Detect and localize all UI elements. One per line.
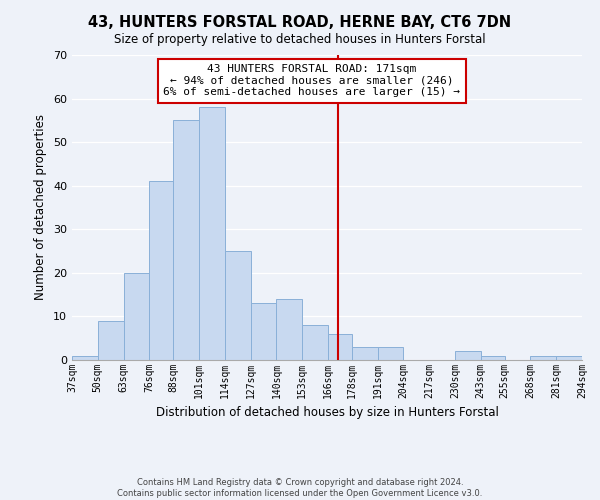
Text: 43 HUNTERS FORSTAL ROAD: 171sqm
← 94% of detached houses are smaller (246)
6% of: 43 HUNTERS FORSTAL ROAD: 171sqm ← 94% of… xyxy=(163,64,460,98)
Text: Contains HM Land Registry data © Crown copyright and database right 2024.
Contai: Contains HM Land Registry data © Crown c… xyxy=(118,478,482,498)
Bar xyxy=(455,352,481,360)
Bar xyxy=(72,356,98,360)
Bar xyxy=(98,321,124,360)
Bar xyxy=(302,325,328,360)
Bar xyxy=(328,334,352,360)
Text: Size of property relative to detached houses in Hunters Forstal: Size of property relative to detached ho… xyxy=(114,32,486,46)
Bar xyxy=(377,347,403,360)
Bar xyxy=(149,182,173,360)
Bar xyxy=(225,251,251,360)
X-axis label: Distribution of detached houses by size in Hunters Forstal: Distribution of detached houses by size … xyxy=(155,406,499,420)
Bar xyxy=(124,273,149,360)
Bar xyxy=(556,356,582,360)
Bar xyxy=(530,356,556,360)
Bar xyxy=(352,347,377,360)
Text: 43, HUNTERS FORSTAL ROAD, HERNE BAY, CT6 7DN: 43, HUNTERS FORSTAL ROAD, HERNE BAY, CT6… xyxy=(88,15,512,30)
Bar xyxy=(251,304,277,360)
Y-axis label: Number of detached properties: Number of detached properties xyxy=(34,114,47,300)
Bar xyxy=(481,356,505,360)
Bar xyxy=(199,108,225,360)
Bar xyxy=(173,120,199,360)
Bar xyxy=(277,299,302,360)
